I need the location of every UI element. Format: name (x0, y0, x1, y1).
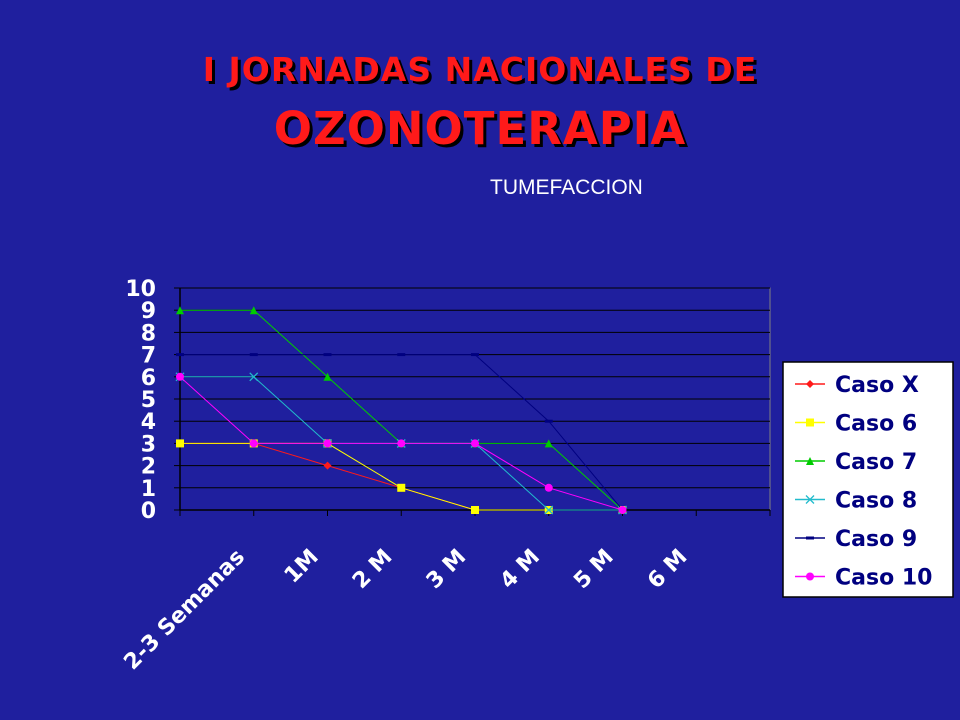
data-point (249, 439, 258, 448)
data-point (176, 306, 184, 315)
y-tick-label: 7 (141, 344, 156, 369)
data-point (176, 353, 184, 357)
y-tick-label: 4 (141, 410, 156, 435)
data-point (176, 439, 184, 448)
data-point (397, 439, 406, 448)
x-tick-label: 4 M (496, 545, 545, 594)
legend-marker (806, 380, 814, 388)
data-point (471, 439, 479, 448)
legend-marker (806, 536, 814, 540)
legend-label: Caso X (835, 373, 919, 398)
slide-title-line1: I JORNADAS NACIONALES DE (202, 50, 758, 89)
y-tick-label: 5 (141, 388, 156, 413)
legend-box (782, 361, 954, 598)
x-tick-label: 3 M (422, 545, 471, 594)
legend-marker (806, 572, 814, 581)
data-point (323, 461, 332, 470)
data-point (323, 353, 332, 357)
legend-label: Caso 10 (835, 566, 932, 591)
legend-marker (806, 418, 814, 427)
legend-marker (805, 495, 815, 504)
chart-title: TUMEFACCION (490, 176, 643, 199)
data-point (397, 483, 406, 492)
x-tick-label: 6 M (643, 545, 692, 594)
data-point (176, 372, 184, 381)
x-tick-label: 2-3 Semanas (119, 545, 249, 675)
y-tick-label: 0 (141, 499, 156, 524)
x-tick-label: 2 M (348, 545, 397, 594)
data-point (471, 506, 479, 514)
data-point (544, 419, 553, 423)
data-point (323, 439, 332, 448)
slide-title-line2: OZONOTERAPIA (273, 102, 687, 155)
legend-label: Caso 7 (835, 450, 917, 475)
legend-marker (806, 457, 814, 465)
y-tick-label: 10 (125, 277, 156, 302)
y-tick-label: 2 (141, 455, 156, 480)
y-tick-label: 1 (141, 477, 156, 502)
data-point (249, 306, 258, 315)
x-tick-label: 1M (280, 545, 324, 589)
y-tick-label: 9 (141, 299, 156, 324)
data-point (618, 506, 627, 514)
x-tick-label: 5 M (569, 545, 618, 594)
legend-label: Caso 9 (835, 527, 917, 552)
data-point (249, 353, 258, 357)
data-point (544, 483, 553, 492)
data-point (397, 353, 406, 357)
data-point (249, 372, 259, 382)
data-point (471, 353, 479, 357)
y-tick-label: 8 (141, 321, 156, 346)
y-tick-label: 6 (141, 366, 156, 391)
data-point (544, 439, 553, 448)
data-point (544, 505, 554, 515)
data-point (323, 372, 332, 381)
legend-label: Caso 8 (835, 489, 917, 514)
legend-label: Caso 6 (835, 412, 917, 437)
y-tick-label: 3 (141, 432, 156, 457)
